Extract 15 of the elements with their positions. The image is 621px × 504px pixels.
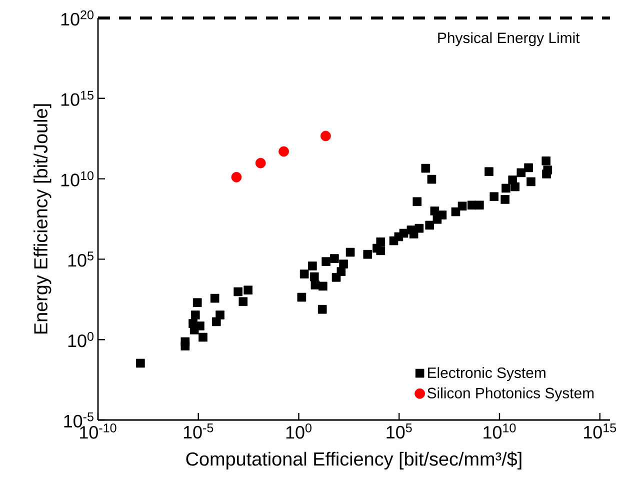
x-tick-label: 10$^{10}$ (484, 424, 516, 439)
legend-label: Silicon Photonics System (427, 387, 594, 402)
x-tick-label: 10$^{-5}$ (184, 424, 214, 439)
legend-label: Electronic System (428, 367, 546, 382)
x-tick-label: 10$^{5}$ (386, 424, 412, 439)
x-axis-title: Computational Efficiency [bit/sec/mm³/$] (186, 452, 522, 470)
y-tick-label: 10$^{10}$ (61, 171, 94, 186)
x-tick-label: 10$^{15}$ (584, 424, 616, 439)
y-axis-title: Energy Efficiency [bit/Joule] (34, 104, 52, 334)
x-tick-label: 10$^{0}$ (286, 424, 312, 439)
y-tick-label: 10$^{20}$ (61, 10, 94, 26)
ref-line-label: Physical Energy Limit (438, 32, 580, 46)
y-tick-label: 10$^{0}$ (68, 332, 94, 348)
y-tick-label: 10$^{5}$ (68, 252, 94, 267)
y-tick-label: 10$^{15}$ (61, 90, 94, 106)
